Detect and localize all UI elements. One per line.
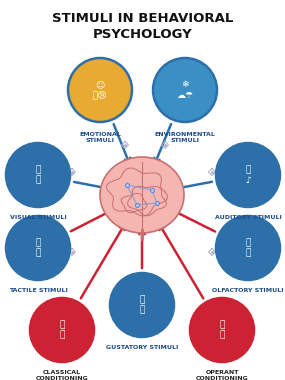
Text: ENVIRONMENTAL
STIMULI: ENVIRONMENTAL STIMULI — [154, 132, 215, 142]
Ellipse shape — [100, 157, 184, 233]
Circle shape — [68, 58, 132, 122]
Text: GUSTATORY STIMULI: GUSTATORY STIMULI — [106, 345, 178, 350]
Circle shape — [30, 298, 94, 362]
FancyArrowPatch shape — [159, 224, 203, 298]
Circle shape — [216, 143, 280, 207]
Circle shape — [190, 298, 254, 362]
Text: 🐀
🧀: 🐀 🧀 — [219, 320, 225, 340]
Text: OLFACTORY STIMULI: OLFACTORY STIMULI — [212, 288, 284, 293]
Circle shape — [216, 216, 280, 280]
Text: 👂
♪: 👂 ♪ — [245, 165, 251, 185]
Text: 🔔
🐕: 🔔 🐕 — [59, 320, 65, 340]
Text: ☺
😤😢: ☺ 😤😢 — [93, 80, 107, 100]
FancyArrowPatch shape — [74, 182, 109, 190]
FancyArrowPatch shape — [81, 224, 125, 298]
Text: VISUAL STIMULI: VISUAL STIMULI — [10, 215, 66, 220]
Text: 👅
🧀: 👅 🧀 — [139, 295, 145, 315]
FancyArrowPatch shape — [71, 210, 112, 231]
Text: CLASSICAL
CONDITIONING: CLASSICAL CONDITIONING — [36, 370, 88, 380]
Text: ✋
💧: ✋ 💧 — [35, 238, 41, 258]
Text: ❄
☁☂: ❄ ☁☂ — [176, 80, 194, 100]
FancyArrowPatch shape — [114, 124, 130, 164]
Text: 👃
🍗: 👃 🍗 — [245, 238, 251, 258]
Circle shape — [6, 216, 70, 280]
FancyArrowPatch shape — [175, 182, 212, 190]
Text: TACTILE STIMULI: TACTILE STIMULI — [9, 288, 68, 293]
FancyArrowPatch shape — [172, 210, 215, 231]
FancyArrowPatch shape — [154, 124, 171, 164]
Text: EMOTIONAL
STIMULI: EMOTIONAL STIMULI — [79, 132, 121, 142]
Text: OPERANT
CONDITIONING: OPERANT CONDITIONING — [196, 370, 248, 380]
Text: STIMULI IN BEHAVIORAL: STIMULI IN BEHAVIORAL — [52, 12, 233, 25]
Circle shape — [6, 143, 70, 207]
Circle shape — [110, 273, 174, 337]
Circle shape — [153, 58, 217, 122]
Text: 👁
🌹: 👁 🌹 — [35, 165, 41, 185]
Text: AUDITORY STIMULI: AUDITORY STIMULI — [215, 215, 282, 220]
FancyArrowPatch shape — [139, 229, 145, 268]
Text: PSYCHOLOGY: PSYCHOLOGY — [93, 28, 192, 41]
